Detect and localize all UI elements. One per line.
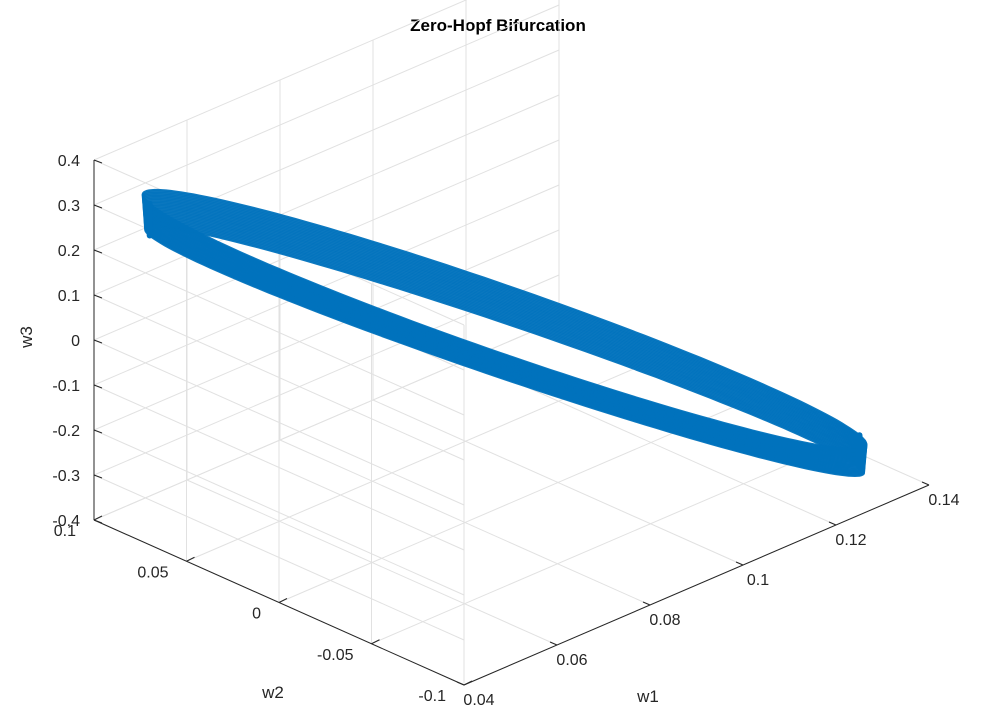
w3-tick-label: -0.4 — [52, 513, 80, 530]
grid-line-w3-right — [93, 229, 560, 431]
w3-tick-label: 0.4 — [58, 153, 80, 170]
w3-tick-mark — [93, 474, 103, 479]
orbit-surface — [141, 188, 868, 478]
w2-tick-label: -0.1 — [418, 688, 446, 705]
grid-line-w3-left — [93, 249, 465, 416]
w2-tick-mark — [93, 515, 103, 521]
w1-tick-label: 0.06 — [556, 652, 587, 669]
w1-tick-mark — [735, 561, 744, 566]
w3-tick-label: -0.3 — [52, 468, 80, 485]
w3-tick-label: 0.3 — [58, 198, 80, 215]
w3-tick-mark — [93, 519, 103, 524]
w3-tick-mark — [93, 384, 103, 389]
axis-lines — [93, 159, 930, 686]
w3-tick-mark — [93, 249, 103, 254]
w3-tick-label: 0 — [71, 333, 80, 350]
orbit-band-curve — [143, 213, 866, 469]
w3-tick-label: 0.2 — [58, 243, 80, 260]
w3-tick-mark — [93, 429, 103, 434]
w3-tick-label: -0.2 — [52, 423, 80, 440]
w1-tick-mark — [921, 481, 930, 486]
z-axis-label: w3 — [17, 326, 36, 349]
w1-tick-label: 0.14 — [928, 492, 959, 509]
w2-tick-mark — [463, 680, 473, 686]
grid-line-w3-right — [93, 4, 560, 206]
w2-tick-label: 0.05 — [137, 564, 168, 581]
w1-axis-line — [463, 484, 930, 686]
w1-tick-mark — [642, 601, 651, 606]
w3-tick-mark — [93, 339, 103, 344]
x-axis-label: w1 — [636, 687, 659, 706]
orbit-band-curve — [143, 209, 867, 466]
w1-tick-mark — [549, 641, 558, 646]
chart-title: Zero-Hopf Bifurcation — [410, 16, 586, 35]
w2-tick-label: 0 — [252, 606, 261, 623]
grid-line-w3-right — [93, 184, 560, 386]
grid-line-w3-left — [93, 474, 465, 641]
w2-tick-label: -0.05 — [317, 647, 354, 664]
w1-tick-mark — [828, 521, 837, 526]
w2-tick-label: 0.1 — [54, 523, 76, 540]
grid-line-w3-left — [93, 384, 465, 551]
tick-labels: 0.04 0.06 0.08 0.1 0.12 0.14 -0.1 -0.05 0 0.05 0.1… — [52, 153, 959, 709]
w2-tick-mark — [371, 639, 380, 645]
w1-tick-label: 0.08 — [649, 612, 680, 629]
orbit-band-curve — [143, 212, 866, 468]
w3-tick-label: -0.1 — [52, 378, 80, 395]
grid-line-w2-floor — [371, 443, 837, 645]
y-axis-label: w2 — [261, 683, 284, 702]
w1-tick-label: 0.1 — [747, 572, 769, 589]
w3-tick-mark — [93, 294, 103, 299]
w3-tick-mark — [93, 159, 103, 164]
w1-tick-mark — [456, 681, 465, 686]
orbit-band-curve — [143, 210, 867, 467]
grid-line-w3-right — [93, 0, 468, 161]
w1-tick-label: 0.04 — [463, 692, 494, 709]
grid-line-w3-left — [93, 294, 465, 461]
w2-tick-mark — [278, 598, 288, 603]
grid-lines — [93, 0, 930, 686]
grid-line-w2-floor — [278, 402, 745, 603]
grid-line-w3-left — [93, 339, 465, 506]
w1-tick-label: 0.12 — [835, 532, 866, 549]
grid-line-w3-right — [93, 94, 560, 296]
w3-tick-label: 0.1 — [58, 288, 80, 305]
w2-tick-mark — [186, 556, 195, 562]
grid-line-w3-left — [93, 429, 465, 596]
w3-tick-mark — [93, 204, 103, 209]
